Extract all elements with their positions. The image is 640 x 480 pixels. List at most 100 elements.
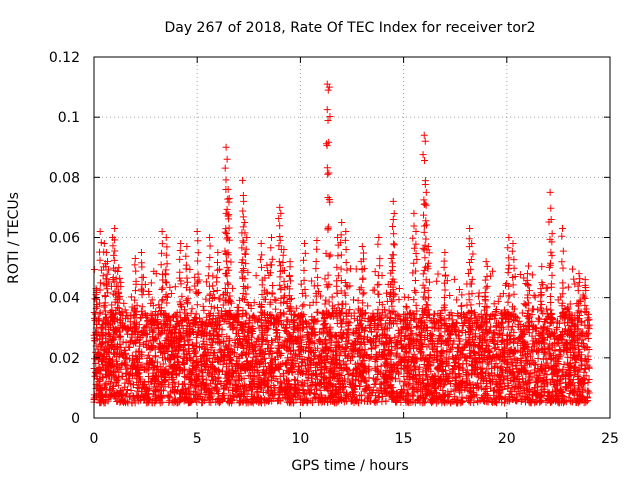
cloud-point — [528, 271, 536, 279]
cloud-point — [234, 304, 242, 312]
cloud-point — [122, 339, 130, 347]
cloud-point — [214, 374, 222, 382]
cloud-point — [227, 258, 235, 266]
cloud-point — [489, 267, 497, 275]
cloud-point — [106, 321, 114, 329]
cloud-point — [442, 320, 450, 328]
data-points — [90, 80, 593, 407]
cloud-point — [504, 379, 512, 387]
cloud-point — [199, 337, 207, 345]
cloud-point — [195, 276, 203, 284]
cloud-point — [344, 371, 352, 379]
cloud-point — [265, 373, 273, 381]
cloud-point — [449, 355, 457, 363]
cloud-point — [373, 281, 381, 289]
cloud-point — [120, 360, 128, 368]
cloud-point — [202, 295, 210, 303]
cloud-point — [381, 311, 389, 319]
cloud-point — [461, 343, 469, 351]
cloud-point — [395, 312, 403, 320]
cloud-point — [276, 333, 284, 341]
cloud-point — [135, 321, 143, 329]
cloud-point — [190, 329, 198, 337]
cloud-point — [298, 355, 306, 363]
cloud-point — [396, 315, 404, 323]
cloud-point — [343, 282, 351, 290]
cloud-point — [490, 300, 498, 308]
cloud-point — [530, 305, 538, 313]
cloud-point — [147, 279, 155, 287]
cloud-point — [181, 372, 189, 380]
cloud-point — [324, 398, 332, 406]
cloud-point — [486, 316, 494, 324]
cloud-point — [439, 387, 447, 395]
cloud-point — [497, 338, 505, 346]
cloud-point — [167, 290, 175, 298]
cloud-point — [577, 319, 585, 327]
cloud-point — [316, 336, 324, 344]
cloud-point — [450, 275, 458, 283]
cloud-point — [253, 389, 261, 397]
cloud-point — [95, 365, 103, 373]
cloud-point — [395, 284, 403, 292]
cloud-point — [186, 266, 194, 274]
cloud-point — [354, 297, 362, 305]
cloud-point — [550, 380, 558, 388]
cloud-point — [322, 296, 330, 304]
cloud-point — [584, 379, 592, 387]
cloud-point — [344, 283, 352, 291]
cloud-point — [144, 351, 152, 359]
cloud-point — [360, 289, 368, 297]
cloud-point — [257, 322, 265, 330]
cloud-point — [543, 359, 551, 367]
cloud-point — [453, 296, 461, 304]
cloud-point — [525, 262, 533, 270]
cloud-point — [146, 346, 154, 354]
cloud-point — [553, 325, 561, 333]
cloud-point — [219, 301, 227, 309]
cloud-point — [271, 296, 279, 304]
cloud-point — [494, 297, 502, 305]
cloud-point — [439, 347, 447, 355]
cloud-point — [301, 390, 309, 398]
cloud-point — [230, 342, 238, 350]
cloud-point — [210, 293, 218, 301]
cloud-point — [117, 278, 125, 286]
cloud-point — [228, 322, 236, 330]
cloud-point — [495, 346, 503, 354]
cloud-point — [526, 287, 534, 295]
cloud-point — [492, 377, 500, 385]
cloud-point — [272, 296, 280, 304]
cloud-point — [541, 382, 549, 390]
cloud-point — [317, 372, 325, 380]
cloud-point — [207, 303, 215, 311]
cloud-point — [393, 320, 401, 328]
cloud-point — [155, 379, 163, 387]
cloud-point — [445, 311, 453, 319]
cloud-point — [308, 277, 316, 285]
cloud-point — [203, 323, 211, 331]
cloud-point — [510, 347, 518, 355]
cloud-point — [403, 304, 411, 312]
cloud-point — [520, 274, 528, 282]
cloud-point — [531, 293, 539, 301]
cloud-point — [116, 332, 124, 340]
cloud-point — [130, 381, 138, 389]
cloud-point — [270, 381, 278, 389]
cloud-point — [356, 392, 364, 400]
cloud-point — [290, 375, 298, 383]
cloud-point — [166, 283, 174, 291]
cloud-point — [329, 374, 337, 382]
cloud-point — [126, 392, 134, 400]
cloud-point — [542, 348, 550, 356]
cloud-point — [510, 354, 518, 362]
cloud-point — [129, 392, 137, 400]
cloud-point — [448, 353, 456, 361]
cloud-point — [229, 284, 237, 292]
cloud-point — [159, 284, 167, 292]
cloud-point — [471, 330, 479, 338]
cloud-point — [287, 303, 295, 311]
cloud-point — [372, 392, 380, 400]
